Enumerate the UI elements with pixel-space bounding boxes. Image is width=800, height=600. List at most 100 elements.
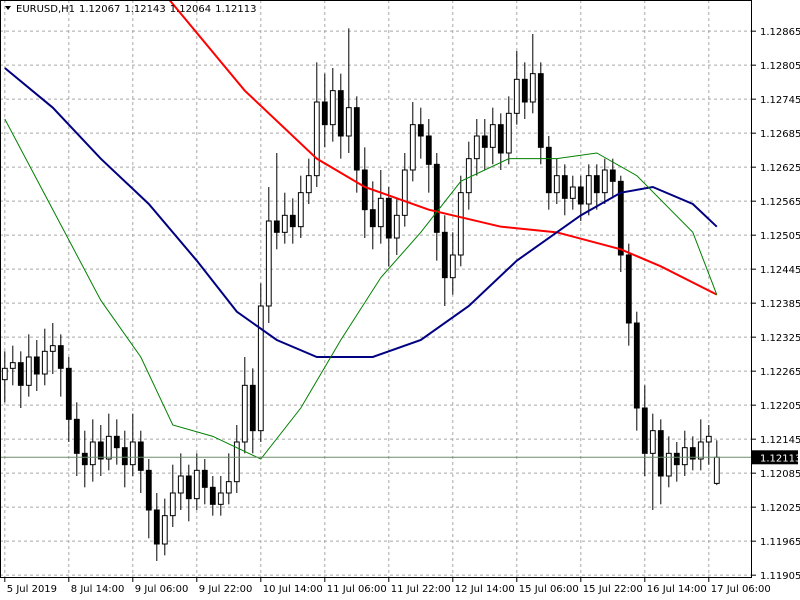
candle-body <box>529 73 536 103</box>
y-tick-label: 1.12865 <box>760 27 800 38</box>
candle-body <box>273 220 280 233</box>
x-tick-label: 15 Jul 22:00 <box>583 584 643 595</box>
candle-body <box>553 175 560 194</box>
x-tick-label: 11 Jul 06:00 <box>327 584 387 595</box>
plot-border <box>0 0 752 578</box>
y-tick-label: 1.12385 <box>760 299 800 310</box>
candle-body <box>265 220 272 307</box>
candle-body <box>577 186 584 205</box>
candle-body <box>41 350 48 375</box>
last-price-tag <box>752 450 798 465</box>
candle-body <box>617 180 624 256</box>
candle-body <box>169 492 176 517</box>
candle-body <box>33 356 40 375</box>
candle-body <box>593 175 600 194</box>
x-tick-label: 9 Jul 22:00 <box>199 584 253 595</box>
open: 1.12067 <box>79 4 120 15</box>
low: 1.12064 <box>170 4 211 15</box>
candle-body <box>441 231 448 279</box>
candle-body <box>513 78 520 114</box>
candle-body <box>177 475 184 494</box>
candle-body <box>201 469 208 488</box>
menu-icon[interactable] <box>5 6 11 10</box>
candle-body <box>185 475 192 500</box>
candle-body <box>257 305 264 432</box>
candle-body <box>697 441 704 460</box>
candle-body <box>401 169 408 216</box>
candle-body <box>393 214 400 239</box>
y-tick-label: 1.12145 <box>760 435 800 446</box>
x-tick-label: 11 Jul 22:00 <box>391 584 451 595</box>
x-tick-label: 8 Jul 14:00 <box>71 584 125 595</box>
candle-body <box>121 447 128 466</box>
candle-body <box>585 175 592 205</box>
candle-body <box>601 169 608 194</box>
x-tick-label: 5 Jul 2019 <box>7 584 57 595</box>
y-tick-label: 1.12085 <box>760 469 800 480</box>
candle-body <box>633 322 640 409</box>
candle-body <box>481 135 488 148</box>
candle-body <box>689 447 696 460</box>
candle-body <box>369 209 376 228</box>
candle-body <box>473 135 480 160</box>
candle-body <box>113 435 120 449</box>
y-tick-label: 1.12205 <box>760 401 800 412</box>
moving-average <box>4 67 718 358</box>
candle-body <box>561 175 568 199</box>
y-tick-label: 1.12025 <box>760 503 800 514</box>
candle-body <box>657 430 664 477</box>
candle-body <box>545 146 552 194</box>
candle-body <box>409 124 416 171</box>
candle-body <box>569 186 576 199</box>
candle-body <box>521 78 528 103</box>
candle-body <box>73 418 80 454</box>
close: 1.12113 <box>215 4 256 15</box>
candle-body <box>209 486 216 505</box>
y-tick-label: 1.12445 <box>760 265 800 276</box>
axes: 1.11905 1.11965 1.12025 1.12085 1.12145 1.122… <box>4 27 800 595</box>
candle-body <box>713 456 720 484</box>
y-tick-label: 1.12325 <box>760 333 800 344</box>
candle-body <box>537 73 544 148</box>
candle-body <box>225 481 232 494</box>
candle-body <box>673 452 680 466</box>
candle-body <box>105 435 112 460</box>
candle-body <box>17 362 24 386</box>
candle-body <box>57 345 64 369</box>
candle-body <box>25 356 32 386</box>
candle-body <box>625 254 632 324</box>
candle-body <box>249 384 256 432</box>
candle-body <box>145 469 152 511</box>
candle-body <box>345 107 352 137</box>
y-tick-label: 1.12625 <box>760 163 800 174</box>
candle-body <box>321 101 328 126</box>
y-tick-label: 1.12805 <box>760 61 800 72</box>
candle-body <box>81 452 88 466</box>
candle-body <box>681 447 688 466</box>
candle-body <box>705 435 712 443</box>
candle-body <box>425 135 432 165</box>
moving-average <box>168 0 718 296</box>
candle-body <box>337 90 344 137</box>
header: EURUSD,H1 1.12067 1.12143 1.12064 1.12113 <box>16 4 256 15</box>
candle-body <box>489 124 496 148</box>
candle-body <box>505 112 512 154</box>
x-tick-label: 16 Jul 14:00 <box>647 584 707 595</box>
y-tick-label: 1.12565 <box>760 197 800 208</box>
candle-body <box>465 158 472 194</box>
y-tick-label: 1.11905 <box>760 571 800 582</box>
candle-body <box>353 107 360 171</box>
candle-body <box>9 362 16 369</box>
candle-body <box>361 169 368 211</box>
candle-body <box>153 509 160 545</box>
candle-body <box>193 469 200 500</box>
x-tick-label: 10 Jul 14:00 <box>263 584 323 595</box>
y-tick-label: 1.12265 <box>760 367 800 378</box>
candle-body <box>89 441 96 466</box>
candle-body <box>129 441 136 466</box>
candle-body <box>609 169 616 182</box>
last-price-label: 1.12113 <box>760 453 800 464</box>
